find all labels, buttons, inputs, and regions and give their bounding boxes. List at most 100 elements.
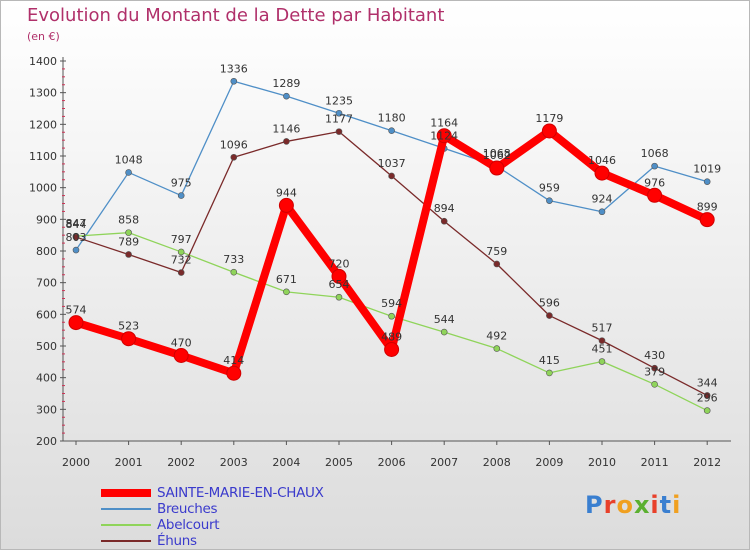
y-tick-label: 300 [36, 403, 57, 416]
x-tick-label: 2011 [641, 456, 669, 469]
data-label: 523 [118, 320, 139, 333]
data-label: 1177 [325, 113, 353, 126]
x-tick-label: 2008 [483, 456, 511, 469]
data-label: 470 [171, 337, 192, 350]
legend-label: Éhuns [157, 533, 197, 549]
data-point [703, 407, 711, 414]
data-point [335, 293, 343, 301]
data-point [384, 341, 400, 357]
data-label: 1062 [483, 149, 511, 162]
data-point [283, 138, 290, 145]
data-point [278, 197, 294, 213]
data-point [703, 178, 711, 185]
data-point [230, 77, 238, 85]
data-label: 1336 [220, 62, 248, 75]
legend-label: SAINTE-MARIE-EN-CHAUX [157, 485, 324, 501]
legend: SAINTE-MARIE-EN-CHAUX Breuches Abelcourt Éh… [101, 485, 324, 549]
data-label: 858 [118, 214, 139, 227]
data-label: 1180 [378, 112, 406, 125]
data-point [72, 233, 80, 241]
data-label: 1068 [641, 147, 669, 160]
x-tick-label: 2001 [115, 456, 143, 469]
legend-label: Breuches [157, 501, 218, 517]
data-point [68, 315, 84, 331]
data-label: 1146 [272, 122, 300, 135]
data-point [121, 331, 137, 347]
data-point [230, 268, 238, 276]
data-point [493, 260, 501, 268]
data-label: 1289 [272, 77, 300, 90]
data-point [440, 217, 448, 225]
data-point [594, 165, 610, 181]
y-tick-label: 1100 [29, 150, 57, 163]
data-label: 894 [434, 202, 455, 215]
data-label: 803 [66, 231, 87, 244]
data-label: 1068 [483, 147, 511, 160]
proxiti-logo: Proxiti [585, 491, 681, 519]
data-point [436, 128, 452, 144]
data-label: 1164 [430, 117, 458, 130]
data-point [335, 109, 343, 117]
x-tick-label: 2009 [535, 456, 563, 469]
data-point [651, 364, 658, 372]
data-label: 1124 [430, 129, 458, 142]
data-point [598, 337, 606, 344]
x-tick-label: 2002 [167, 456, 195, 469]
y-tick-label: 1400 [29, 55, 57, 68]
x-tick-label: 2006 [378, 456, 406, 469]
legend-swatch [101, 524, 151, 526]
data-point [283, 92, 290, 100]
data-point [226, 365, 242, 381]
data-label: 574 [66, 304, 87, 317]
data-label: 544 [434, 313, 455, 326]
data-point [651, 381, 658, 388]
data-point [489, 160, 505, 176]
data-point [125, 251, 132, 258]
data-point [177, 192, 185, 199]
y-tick-label: 1000 [29, 182, 57, 195]
y-tick-label: 500 [36, 340, 57, 353]
data-point [331, 268, 347, 284]
data-point [598, 208, 606, 216]
y-tick-label: 1200 [29, 118, 57, 131]
data-point [125, 229, 132, 236]
x-tick-label: 2003 [220, 456, 248, 469]
logo-letter: t [659, 491, 673, 519]
data-label: 844 [66, 218, 87, 231]
data-point [388, 127, 395, 134]
legend-swatch [101, 489, 151, 497]
data-label: 1037 [378, 157, 406, 170]
data-label: 720 [329, 257, 350, 270]
data-label: 415 [539, 354, 560, 367]
data-label: 1096 [220, 138, 248, 151]
data-label: 430 [644, 349, 665, 362]
x-tick-label: 2000 [62, 456, 90, 469]
data-point [125, 169, 132, 176]
data-point [546, 197, 553, 204]
data-point [230, 153, 238, 161]
logo-letter: P [585, 491, 604, 519]
data-label: 517 [592, 322, 613, 335]
data-label: 732 [171, 254, 192, 267]
data-point [546, 369, 553, 377]
chart-subtitle: (en €) [27, 30, 60, 43]
data-label: 797 [171, 233, 192, 246]
y-tick-label: 400 [36, 372, 57, 385]
data-label: 492 [486, 330, 507, 343]
data-label: 1179 [535, 112, 563, 125]
x-tick-label: 2010 [588, 456, 616, 469]
y-tick-label: 700 [36, 277, 57, 290]
data-point [173, 348, 189, 363]
y-tick-label: 1300 [29, 87, 57, 100]
data-label: 924 [592, 193, 613, 206]
data-label: 789 [118, 235, 139, 248]
logo-letter: i [650, 491, 660, 519]
data-point [647, 187, 663, 203]
legend-swatch [101, 540, 151, 542]
data-label: 759 [486, 245, 507, 258]
y-tick-label: 200 [36, 435, 57, 448]
data-point [283, 288, 290, 296]
data-label: 671 [276, 273, 297, 286]
